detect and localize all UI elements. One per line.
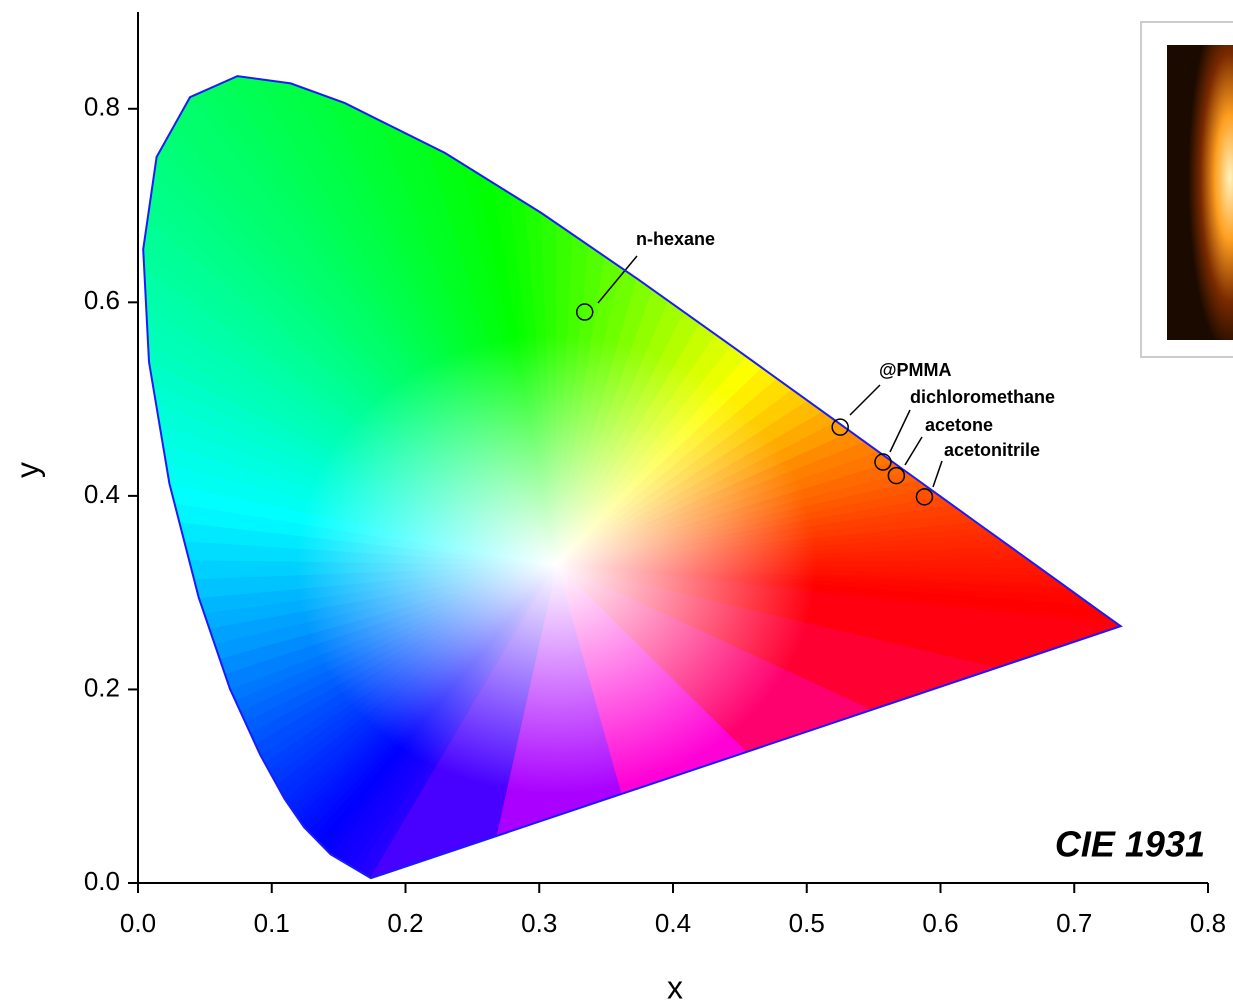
page: {"chart_data": { "type": "scatter", "tit…: [0, 0, 1233, 1004]
gamut-fill: [143, 76, 1120, 878]
x-tick-label: 0.4: [655, 908, 691, 938]
point-label: acetonitrile: [944, 440, 1040, 460]
point-label: acetone: [925, 415, 993, 435]
y-tick-label: 0.4: [84, 479, 120, 509]
y-axis-label: y: [9, 462, 45, 478]
x-tick-label: 0.2: [387, 908, 423, 938]
point-label: n-hexane: [636, 229, 715, 249]
leader-line: [905, 437, 922, 465]
x-axis-label: x: [667, 969, 683, 1004]
x-tick-label: 0.6: [922, 908, 958, 938]
y-tick-label: 0.0: [84, 866, 120, 896]
chart-title: CIE 1931: [1055, 824, 1205, 865]
x-tick-label: 0.3: [521, 908, 557, 938]
leader-line: [850, 385, 880, 415]
x-tick-label: 0.1: [254, 908, 290, 938]
point-label: dichloromethane: [910, 387, 1055, 407]
point-label: @PMMA: [879, 360, 952, 380]
x-tick-label: 0.7: [1056, 908, 1092, 938]
x-tick-label: 0.0: [120, 908, 156, 938]
white-glow: [296, 335, 816, 795]
inset-photo: [1167, 45, 1233, 340]
y-tick-label: 0.2: [84, 672, 120, 702]
chart: x y CIE 1931 0.0 0.1 0.2 0.3 0.4 0.5 0.6 0.7 0.8…: [0, 0, 1233, 1004]
x-tick-label: 0.5: [789, 908, 825, 938]
x-tick-label: 0.8: [1190, 908, 1226, 938]
y-tick-label: 0.6: [84, 285, 120, 315]
y-tick-label: 0.8: [84, 92, 120, 122]
leader-line: [933, 461, 942, 487]
leader-line: [890, 410, 910, 452]
